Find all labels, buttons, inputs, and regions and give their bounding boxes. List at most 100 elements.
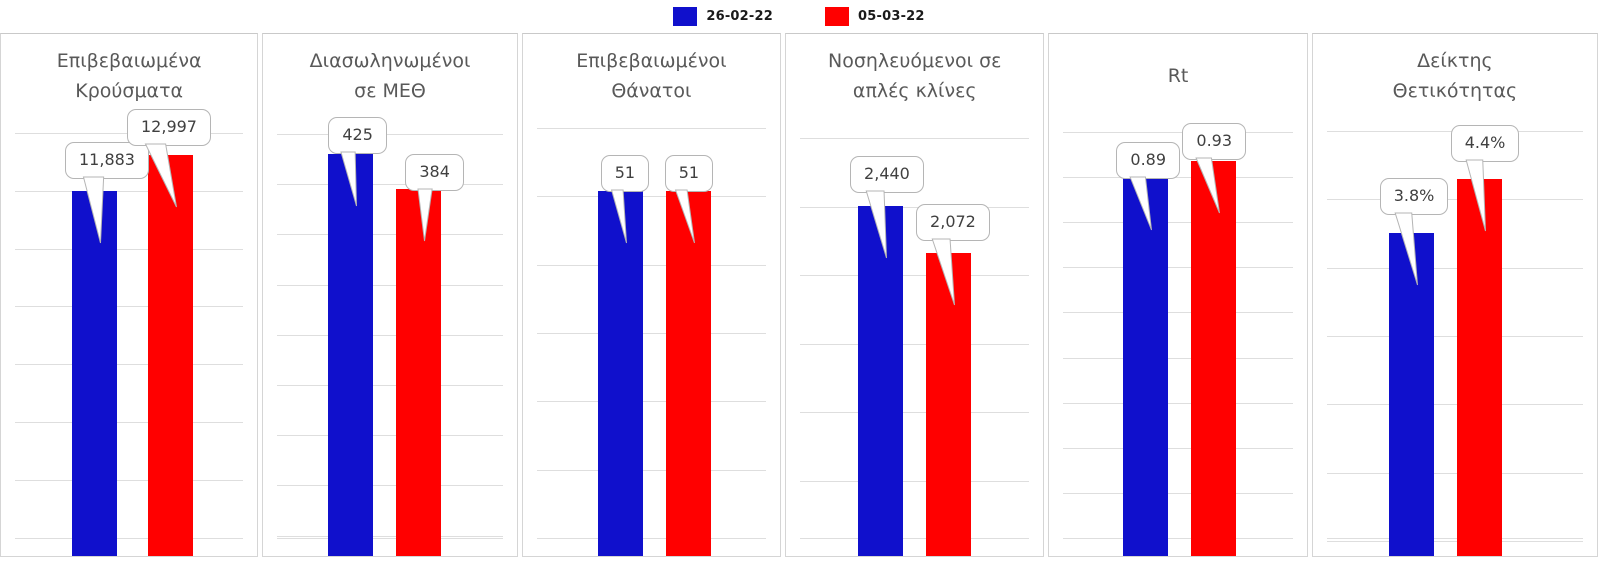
gridline [1063, 447, 1293, 449]
gridline [536, 196, 767, 198]
value-callout-series-1: 384 [405, 154, 464, 242]
value-callout-series-0: 2,440 [850, 156, 924, 259]
metric-panel-5[interactable]: Δείκτης Θετικότητας 3.8% 4.4% [1311, 33, 1598, 557]
gridline [1326, 335, 1584, 337]
metric-panel-4[interactable]: Rt 0.89 0.93 [1048, 33, 1308, 557]
value-callout-series-0: 11,883 [65, 142, 149, 244]
bars-3 [786, 34, 1043, 556]
bars-0 [1, 34, 257, 556]
panel-title-5: Δείκτης Θετικότητας [1392, 50, 1518, 102]
panel-title-4: Rt [1167, 65, 1189, 87]
gridlines-3 [786, 34, 1043, 556]
plot-area-4: 0.89 0.93 [1049, 34, 1306, 556]
bar-series-0[interactable] [72, 191, 117, 556]
gridline [15, 364, 244, 366]
bar-series-1[interactable] [665, 191, 711, 556]
gridline [800, 343, 1030, 345]
gridline [277, 134, 503, 135]
gridline [277, 535, 503, 537]
gridline [1326, 404, 1584, 406]
plot-area-1: 425 384 [263, 34, 516, 556]
metric-panel-3[interactable]: Νοσηλευόμενοι σε απλές κλίνες 2,440 2,072 [785, 33, 1045, 557]
gridline [1063, 267, 1293, 269]
baseline-gridline [536, 538, 767, 539]
gridlines-1 [263, 34, 516, 556]
bar-series-1[interactable] [926, 253, 972, 556]
baseline-gridline [1063, 538, 1293, 539]
gridline [277, 184, 503, 186]
bar-series-1[interactable] [1191, 161, 1237, 556]
metric-panel-2[interactable]: Επιβεβαιωμένοι Θάνατοι 51 51 [521, 33, 782, 557]
gridlines-2 [523, 34, 780, 556]
gridline [536, 128, 767, 129]
bar-series-0[interactable] [1388, 233, 1434, 556]
metric-panel-1[interactable]: Διασωληνωμένοι σε ΜΕΘ 425 384 [262, 33, 518, 557]
legend-label-0: 26-02-22 [706, 9, 773, 24]
callout-value-1: 4.4% [1450, 125, 1520, 162]
bar-series-1[interactable] [396, 189, 442, 556]
callout-value-0: 11,883 [65, 142, 149, 179]
baseline-gridline [277, 538, 503, 539]
gridline [277, 435, 503, 437]
panel-title-0: Επιβεβαιωμένα Κρούσματα [56, 50, 202, 102]
value-callout-series-0: 425 [328, 117, 387, 207]
gridline [800, 275, 1030, 276]
value-callout-series-0: 51 [600, 155, 650, 244]
panel-title-1: Διασωληνωμένοι σε ΜΕΘ [309, 50, 471, 102]
gridline [1326, 199, 1584, 201]
legend-label-1: 05-03-22 [858, 9, 925, 24]
callout-value-1: 384 [405, 154, 464, 191]
gridline [1063, 312, 1293, 314]
gridlines-4 [1049, 34, 1306, 556]
bar-series-1[interactable] [148, 155, 193, 556]
value-callout-series-0: 3.8% [1379, 178, 1449, 286]
gridline [1063, 132, 1293, 133]
value-callout-series-1: 12,997 [127, 109, 211, 208]
gridline [1326, 472, 1584, 474]
gridline [277, 485, 503, 487]
panel-title-2: Επιβεβαιωμένοι Θάνατοι [576, 50, 727, 102]
baseline-gridline [15, 538, 244, 539]
bar-series-0[interactable] [1123, 178, 1169, 556]
callout-value-0: 425 [328, 117, 387, 154]
legend-item-0[interactable]: 26-02-22 [673, 7, 773, 26]
gridline [536, 332, 767, 334]
chart-legend: 26-02-22 05-03-22 [0, 0, 1598, 33]
gridline [277, 334, 503, 336]
gridline [15, 190, 244, 192]
callout-value-1: 0.93 [1182, 123, 1247, 160]
baseline-gridline [800, 538, 1030, 539]
gridline [1063, 177, 1293, 179]
legend-swatch-red [825, 7, 849, 26]
plot-area-5: 3.8% 4.4% [1313, 34, 1597, 556]
gridline [277, 284, 503, 286]
gridline [15, 248, 244, 250]
bar-series-0[interactable] [597, 191, 643, 556]
legend-item-1[interactable]: 05-03-22 [825, 7, 925, 26]
bar-series-0[interactable] [328, 154, 374, 556]
gridline [1063, 402, 1293, 404]
value-callout-series-1: 2,072 [916, 204, 990, 306]
plot-area-0: 11,883 12,997 [1, 34, 257, 556]
gridline [536, 469, 767, 471]
panel-title-3: Νοσηλευόμενοι σε απλές κλίνες [828, 50, 1002, 102]
callout-value-0: 3.8% [1379, 178, 1449, 215]
value-callout-series-1: 4.4% [1450, 125, 1520, 232]
callout-value-1: 2,072 [916, 204, 990, 241]
callout-value-1: 51 [664, 155, 714, 192]
metric-panel-0[interactable]: Επιβεβαιωμένα Κρούσματα 11,883 12,997 [0, 33, 259, 557]
gridline [1063, 492, 1293, 494]
gridline [277, 234, 503, 236]
value-callout-series-0: 0.89 [1116, 142, 1181, 231]
gridline [800, 480, 1030, 482]
plot-area-2: 51 51 [523, 34, 780, 556]
bars-2 [523, 34, 780, 556]
bars-5 [1313, 34, 1597, 556]
gridline [1063, 357, 1293, 359]
gridline [1326, 267, 1584, 269]
bar-series-0[interactable] [858, 206, 904, 556]
bar-series-1[interactable] [1456, 179, 1502, 556]
baseline-gridline [1326, 538, 1584, 539]
plot-area-3: 2,440 2,072 [786, 34, 1043, 556]
